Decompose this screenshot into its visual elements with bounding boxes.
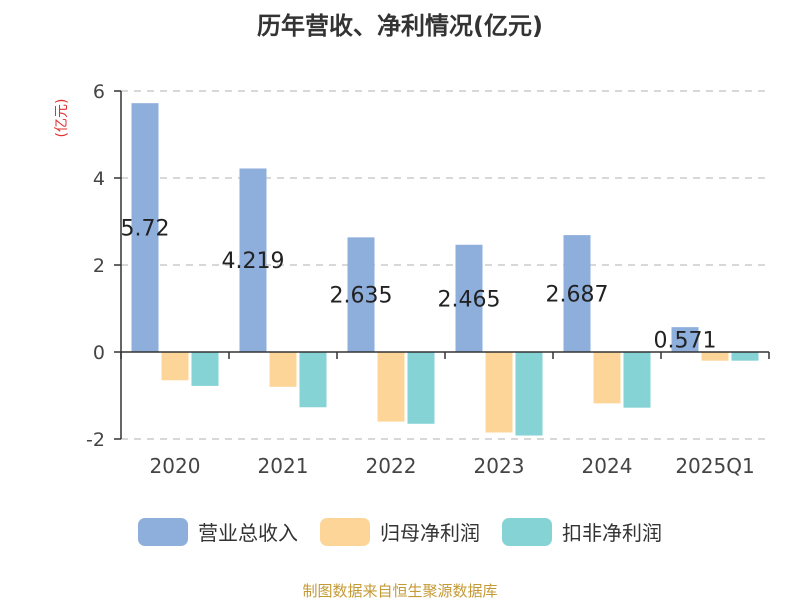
bar [299,352,327,408]
legend-item[interactable]: 扣非净利润 [502,517,662,546]
axis-layer: 6 4 2 0 -2 2020 2021 2022 2023 2024 2025Q1 [86,81,770,478]
x-tick-label: 2020 [150,454,201,478]
y-tick-label: 2 [93,255,105,277]
bar [269,352,297,387]
legend-item[interactable]: 营业总收入 [138,517,298,546]
data-label: 0.571 [654,329,717,354]
bar [377,352,405,422]
bar [131,103,159,353]
bar [671,327,699,352]
bar [701,352,729,361]
bar [347,237,375,352]
legend: 营业总收入 归母净利润 扣非净利润 [0,517,800,546]
x-tick-label: 2022 [366,454,417,478]
x-tick-label: 2025Q1 [675,454,754,478]
legend-label: 归母净利润 [380,521,480,545]
y-tick-label: 4 [93,168,105,190]
legend-swatch [502,517,552,546]
source-note: 制图数据来自恒生聚源数据库 [302,582,498,600]
bar [515,352,543,436]
bar [731,352,759,361]
legend-item[interactable]: 归母净利润 [320,517,480,546]
bar [191,352,219,386]
legend-label: 营业总收入 [198,521,298,545]
bars-layer [131,103,759,436]
y-axis-label: (亿元) [54,99,70,138]
bar [407,352,435,424]
x-tick-label: 2024 [582,454,633,478]
bar [563,235,591,352]
chart-title: 历年营收、净利情况(亿元) [257,12,543,40]
bar [455,244,483,352]
y-tick-label: 0 [93,342,105,364]
data-label: 2.635 [330,284,393,309]
bar [485,352,513,433]
data-label: 4.219 [222,249,285,274]
bar-chart: 6 4 2 0 -2 2020 2021 2022 2023 2024 2025Q1 5.72 4.2… [54,81,770,478]
bar [593,352,621,404]
grid-layer [121,90,769,440]
data-label: 2.687 [546,283,609,308]
data-labels-layer: 5.72 4.219 2.635 2.465 2.687 0.571 [121,217,717,354]
bar [239,168,267,352]
data-label: 2.465 [438,287,501,312]
data-label: 5.72 [121,217,170,242]
x-tick-label: 2021 [258,454,309,478]
legend-swatch [138,517,188,546]
bar [161,352,189,381]
y-tick-label: 6 [93,81,105,103]
legend-swatch [320,517,370,546]
x-tick-label: 2023 [474,454,525,478]
y-tick-label: -2 [86,429,105,451]
bar [623,352,651,408]
legend-label: 扣非净利润 [562,521,662,545]
